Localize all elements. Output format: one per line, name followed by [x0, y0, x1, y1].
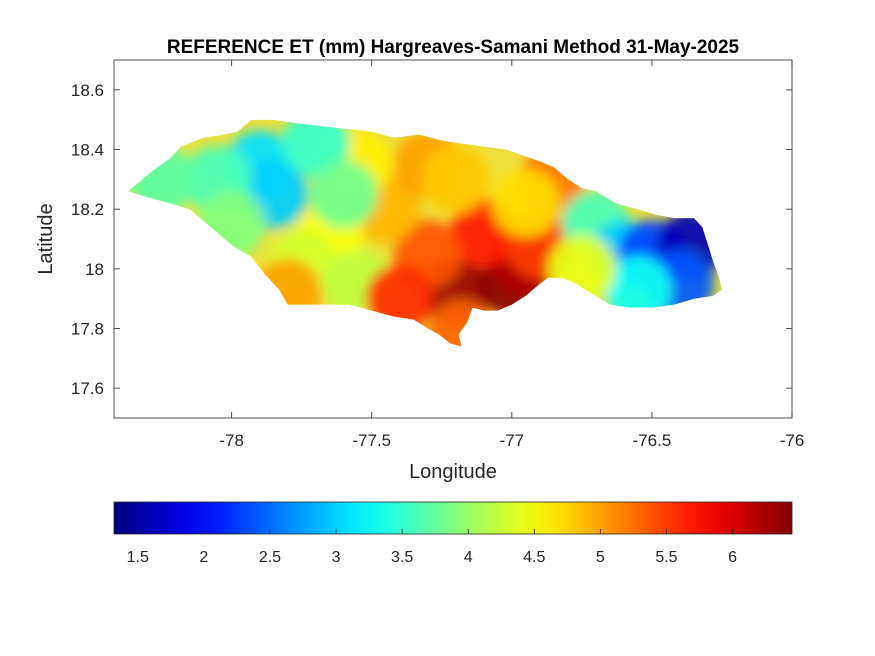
axes: -78 -77.5 -77 -76.5 -76 17.6 17.8 18 18.2 18.4 18…	[71, 59, 804, 450]
y-tick-label: 18.6	[71, 81, 104, 100]
y-tick-label: 18.4	[71, 141, 104, 160]
y-axis-label: Latitude	[35, 203, 57, 274]
colorbar-tick-label: 5.5	[655, 549, 677, 566]
colorbar-tick-label: 4.5	[523, 549, 545, 566]
colorbar-tick-label: 4	[464, 549, 473, 566]
et-sample-8	[421, 145, 490, 214]
x-tick-label: -77	[500, 431, 525, 450]
x-tick-label: -76.5	[633, 431, 672, 450]
et-sample-31	[309, 160, 378, 229]
map-layer	[128, 119, 722, 347]
colorbar-tick-label: 3.5	[391, 549, 413, 566]
y-tick-label: 18	[85, 260, 104, 279]
colorbar-tick-label: 2.5	[259, 549, 281, 566]
colorbar-tick-label: 1.5	[127, 549, 149, 566]
et-sample-10	[491, 169, 560, 238]
colorbar: 1.5 2 2.5 3 3.5 4 4.5 5 5.5 6	[113, 501, 793, 566]
y-axis-ticks: 17.6 17.8 18 18.2 18.4 18.6	[71, 81, 792, 398]
y-tick-label: 17.8	[71, 320, 104, 339]
x-axis-ticks: -78 -77.5 -77 -76.5 -76	[219, 60, 804, 450]
y-tick-label: 17.6	[71, 379, 104, 398]
colorbar-ticks: 1.5 2 2.5 3 3.5 4 4.5 5 5.5 6	[127, 529, 737, 566]
colorbar-tick-label: 5	[596, 549, 605, 566]
x-tick-label: -77.5	[352, 431, 391, 450]
y-tick-label: 18.2	[71, 200, 104, 219]
chart-title: REFERENCE ET (mm) Hargreaves-Samani Meth…	[167, 37, 740, 58]
colorbar-tick-label: 2	[199, 549, 208, 566]
x-tick-label: -78	[219, 431, 244, 450]
colorbar-tick-label: 6	[728, 549, 737, 566]
x-axis-label: Longitude	[409, 461, 497, 483]
x-tick-label: -76	[780, 431, 805, 450]
colorbar-gradient	[113, 501, 793, 535]
et-field	[128, 119, 722, 347]
colorbar-tick-label: 3	[332, 549, 341, 566]
